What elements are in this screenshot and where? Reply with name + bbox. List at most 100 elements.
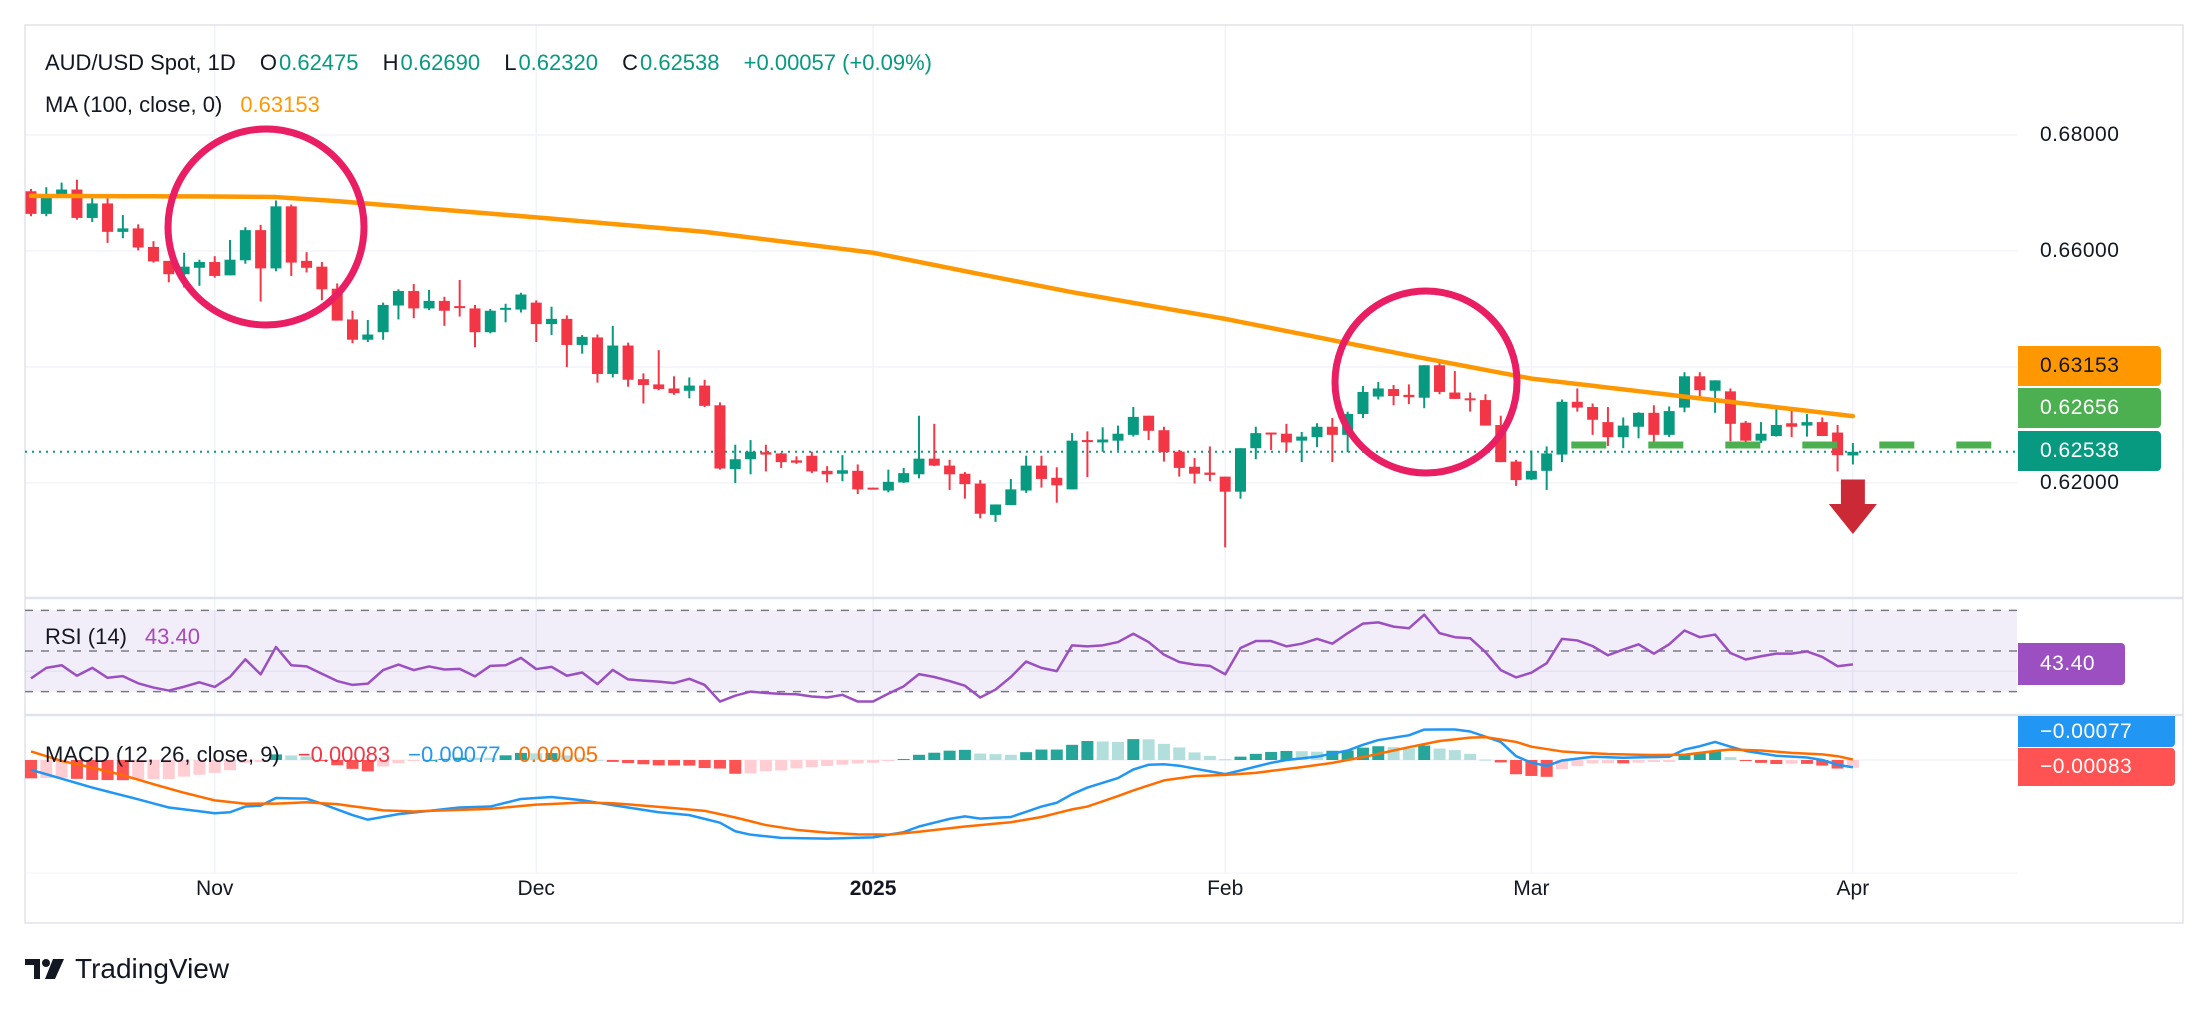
candle-body: [285, 206, 297, 263]
candle: [1112, 425, 1124, 451]
candle-body: [316, 266, 328, 290]
candle-body: [1525, 470, 1537, 480]
candle: [1556, 399, 1568, 463]
macd-histogram-bar: [1050, 749, 1063, 760]
macd-histogram-bar: [1556, 760, 1568, 770]
candle: [255, 224, 267, 302]
macd-histogram-bar: [254, 760, 267, 762]
candle: [1479, 394, 1491, 426]
macd-histogram-bar: [1785, 760, 1798, 764]
macd-histogram-bar: [1066, 744, 1079, 760]
ma-legend[interactable]: MA (100, close, 0) 0.63153: [45, 92, 322, 118]
candle: [209, 256, 221, 278]
macd-histogram-bar: [1295, 751, 1308, 760]
candle: [959, 471, 971, 499]
rsi-legend[interactable]: RSI (14) 43.40: [45, 624, 202, 650]
candle: [1234, 448, 1246, 499]
macd-histogram-bar: [591, 759, 604, 761]
macd-histogram-bar: [943, 750, 956, 760]
macd-value-tag: −0.00077: [2018, 716, 2175, 747]
candle-body: [1127, 416, 1139, 435]
candle: [117, 215, 129, 239]
candle: [1143, 415, 1155, 441]
support-price-tag: 0.62656: [2018, 388, 2161, 428]
candle-body: [1510, 461, 1522, 481]
candle-body: [913, 458, 925, 475]
macd-histogram-bar: [331, 760, 344, 766]
candle: [270, 200, 282, 272]
tradingview-logo[interactable]: TradingView: [25, 953, 229, 985]
time-tick: Nov: [196, 877, 234, 900]
candle-body: [974, 483, 986, 514]
candle: [469, 304, 481, 348]
macd-histogram-bar: [851, 760, 864, 764]
macd-histogram-bar: [1234, 756, 1247, 760]
candle: [316, 262, 328, 301]
candle: [25, 188, 37, 217]
candle-body: [1403, 394, 1415, 398]
candle: [561, 315, 573, 367]
macd-legend[interactable]: MACD (12, 26, close, 9) −0.00083 −0.00077 0…: [45, 742, 600, 768]
macd-histogram-bar: [208, 760, 221, 773]
candle: [1173, 449, 1185, 477]
candle-body: [1648, 412, 1660, 435]
candle: [1724, 388, 1736, 442]
macd-histogram-bar: [1249, 753, 1262, 760]
candle: [239, 227, 251, 264]
candle: [1189, 458, 1201, 484]
macd-histogram-bar: [1510, 760, 1523, 775]
macd-histogram-bar: [1724, 757, 1737, 760]
macd-histogram-bar: [224, 760, 237, 771]
macd-histogram-bar: [1157, 743, 1170, 760]
macd-histogram-bar: [1188, 752, 1201, 760]
candle: [1158, 426, 1170, 462]
macd-histogram-bar: [1203, 755, 1216, 760]
macd-histogram-bar: [1571, 760, 1584, 767]
open-label: O: [259, 50, 277, 75]
candle: [913, 415, 925, 479]
macd-histogram-bar: [1004, 754, 1017, 760]
candle: [392, 289, 404, 320]
time-tick: 2025: [849, 877, 897, 900]
macd-histogram-bar: [468, 757, 481, 760]
macd-histogram-bar: [989, 754, 1002, 760]
candle: [530, 300, 542, 343]
candle-body: [163, 260, 175, 275]
macd-histogram-bar: [882, 760, 895, 761]
candle: [1816, 417, 1828, 437]
candle-body: [530, 302, 542, 325]
macd-histogram-bar: [790, 760, 803, 769]
candle: [347, 310, 359, 344]
candle-body: [438, 300, 450, 311]
macd-histogram-bar: [668, 760, 681, 766]
macd-histogram-bar: [193, 760, 206, 775]
candle-body: [1097, 439, 1109, 443]
highlight-circle-february: [1331, 287, 1521, 477]
candle: [546, 306, 558, 336]
symbol-legend[interactable]: AUD/USD Spot, 1D O0.62475 H0.62690 L0.62…: [45, 50, 934, 76]
symbol-title: AUD/USD Spot, 1D: [45, 50, 236, 75]
candle: [591, 334, 603, 383]
candle: [285, 204, 297, 276]
candle: [1020, 455, 1032, 493]
candle-body: [1479, 400, 1491, 426]
macd-histogram-bar: [1846, 760, 1859, 768]
candle-body: [1311, 426, 1323, 438]
candle-body: [1755, 433, 1767, 441]
candle: [1280, 423, 1292, 452]
candle-body: [1204, 472, 1216, 475]
candle: [1847, 442, 1859, 465]
candle-body: [484, 310, 496, 333]
candle: [1066, 433, 1078, 490]
macd-histogram-bar: [713, 760, 726, 769]
candle-body: [546, 318, 558, 325]
candle-body: [1678, 376, 1690, 408]
macd-histogram-value: −0.00083: [297, 742, 391, 767]
candle: [1648, 405, 1660, 443]
candle: [1525, 450, 1537, 481]
candle: [147, 241, 159, 263]
macd-histogram-bar: [300, 756, 313, 760]
macd-histogram-bar: [361, 760, 374, 772]
macd-histogram-bar: [453, 757, 466, 760]
